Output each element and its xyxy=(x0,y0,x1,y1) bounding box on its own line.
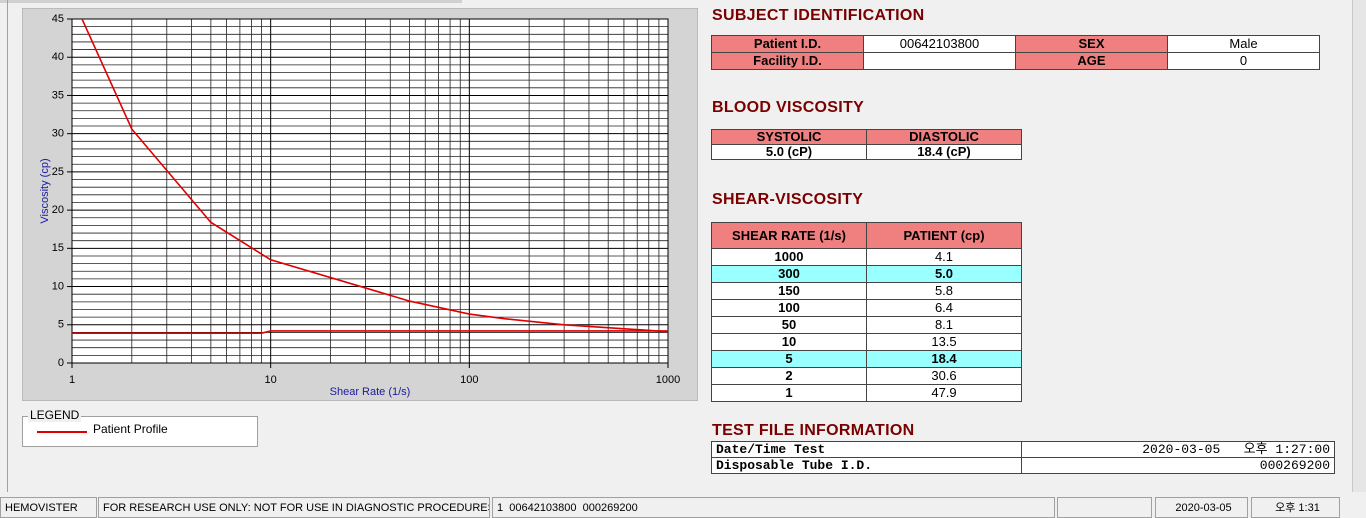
cell: Date/Time Test xyxy=(711,441,1022,458)
y-axis-label: Viscosity (cp) xyxy=(39,158,51,223)
status-cell: 오후 1:31 xyxy=(1251,497,1340,518)
cell: 1000 xyxy=(711,248,867,266)
scrollbar[interactable] xyxy=(1352,0,1366,492)
cell: 18.4 (cP) xyxy=(866,144,1022,160)
cell: 5.8 xyxy=(866,282,1022,300)
legend-swatch xyxy=(37,431,87,433)
cell: SHEAR RATE (1/s) xyxy=(711,222,867,249)
cell: 18.4 xyxy=(866,350,1022,368)
cell: 1 xyxy=(711,384,867,402)
cell: 50 xyxy=(711,316,867,334)
grid: 0 5 10 15 20 25 30 35 40 45 1 10 100 1000 xyxy=(52,13,680,386)
blood-table: SYSTOLIC DIASTOLIC 5.0 (cP) 18.4 (cP) xyxy=(711,129,1022,160)
shear-table: SHEAR RATE (1/s) PATIENT (cp) 1000 4.1 300… xyxy=(711,222,1022,402)
series-line xyxy=(72,330,668,334)
cell: 5.0 (cP) xyxy=(711,144,867,160)
y-tick-label: 40 xyxy=(52,51,64,63)
status-cell: HEMOVISTER xyxy=(0,497,97,518)
cell: 0 xyxy=(1167,52,1320,70)
cell: DIASTOLIC xyxy=(866,129,1022,145)
status-cell: 2020-03-05 xyxy=(1155,497,1248,518)
cell: 100 xyxy=(711,299,867,317)
plot-frame xyxy=(71,18,669,364)
cell: 5 xyxy=(711,350,867,368)
cell: 13.5 xyxy=(866,333,1022,351)
x-tick-label: 1 xyxy=(69,374,75,386)
cell xyxy=(863,52,1016,70)
cell: PATIENT (cp) xyxy=(866,222,1022,249)
cell: 300 xyxy=(711,265,867,283)
y-tick-label: 45 xyxy=(52,13,64,25)
cell: 6.4 xyxy=(866,299,1022,317)
legend-label: Patient Profile xyxy=(93,422,168,436)
section-title: SHEAR-VISCOSITY xyxy=(712,191,864,208)
top-edge xyxy=(0,0,462,3)
x-tick-label: 100 xyxy=(460,374,478,386)
panel-border xyxy=(7,0,8,492)
cell: 00642103800 xyxy=(863,35,1016,53)
test-file-table: Date/Time Test 2020-03-05 오후 1:27:00 Disp… xyxy=(711,441,1335,474)
cell: 5.0 xyxy=(866,265,1022,283)
status-cell xyxy=(1057,497,1152,518)
cell: Facility I.D. xyxy=(711,52,864,70)
series-line xyxy=(81,19,668,333)
cell: 8.1 xyxy=(866,316,1022,334)
y-tick-label: 15 xyxy=(52,242,64,254)
plot-area xyxy=(72,19,668,363)
section-title: SUBJECT IDENTIFICATION xyxy=(712,7,925,24)
x-tick-label: 1000 xyxy=(656,374,680,386)
cell: Male xyxy=(1167,35,1320,53)
cell: SEX xyxy=(1015,35,1168,53)
x-axis-label: Shear Rate (1/s) xyxy=(330,386,411,398)
y-tick-label: 20 xyxy=(52,204,64,216)
x-tick-label: 10 xyxy=(265,374,277,386)
cell: 000269200 xyxy=(1021,457,1335,474)
cell: Disposable Tube I.D. xyxy=(711,457,1022,474)
cell: 4.1 xyxy=(866,248,1022,266)
subject-table: Patient I.D. 00642103800 SEX Male Facility … xyxy=(711,35,1320,70)
cell: 30.6 xyxy=(866,367,1022,385)
cell: AGE xyxy=(1015,52,1168,70)
y-tick-label: 30 xyxy=(52,128,64,140)
cell: 47.9 xyxy=(866,384,1022,402)
legend-title: LEGEND xyxy=(28,408,82,422)
cell: SYSTOLIC xyxy=(711,129,867,145)
section-title: BLOOD VISCOSITY xyxy=(712,99,865,116)
y-tick-label: 5 xyxy=(58,319,64,331)
y-tick-label: 25 xyxy=(52,166,64,178)
y-tick-label: 35 xyxy=(52,89,64,101)
cell: Patient I.D. xyxy=(711,35,864,53)
section-title: TEST FILE INFORMATION xyxy=(712,422,915,439)
cell: 2 xyxy=(711,367,867,385)
y-tick-label: 0 xyxy=(58,357,64,369)
marks xyxy=(72,19,668,334)
status-cell: 1 00642103800 000269200 xyxy=(492,497,1055,518)
chart: 0 5 10 15 20 25 30 35 40 45 1 10 100 1000 Shear Rate … xyxy=(22,8,698,401)
cell: 10 xyxy=(711,333,867,351)
legend: LEGEND Patient Profile xyxy=(22,408,258,447)
status-cell: FOR RESEARCH USE ONLY: NOT FOR USE IN DI… xyxy=(98,497,490,518)
cell: 150 xyxy=(711,282,867,300)
y-tick-label: 10 xyxy=(52,280,64,292)
cell: 2020-03-05 오후 1:27:00 xyxy=(1021,441,1335,458)
